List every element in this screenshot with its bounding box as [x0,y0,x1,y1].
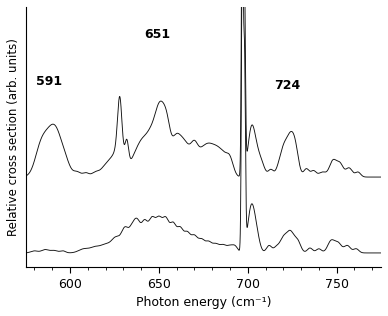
Text: 591: 591 [36,75,62,88]
Y-axis label: Relative cross section (arb. units): Relative cross section (arb. units) [7,38,20,236]
Text: 651: 651 [144,28,170,41]
X-axis label: Photon energy (cm⁻¹): Photon energy (cm⁻¹) [135,296,271,309]
Text: 724: 724 [274,79,300,92]
